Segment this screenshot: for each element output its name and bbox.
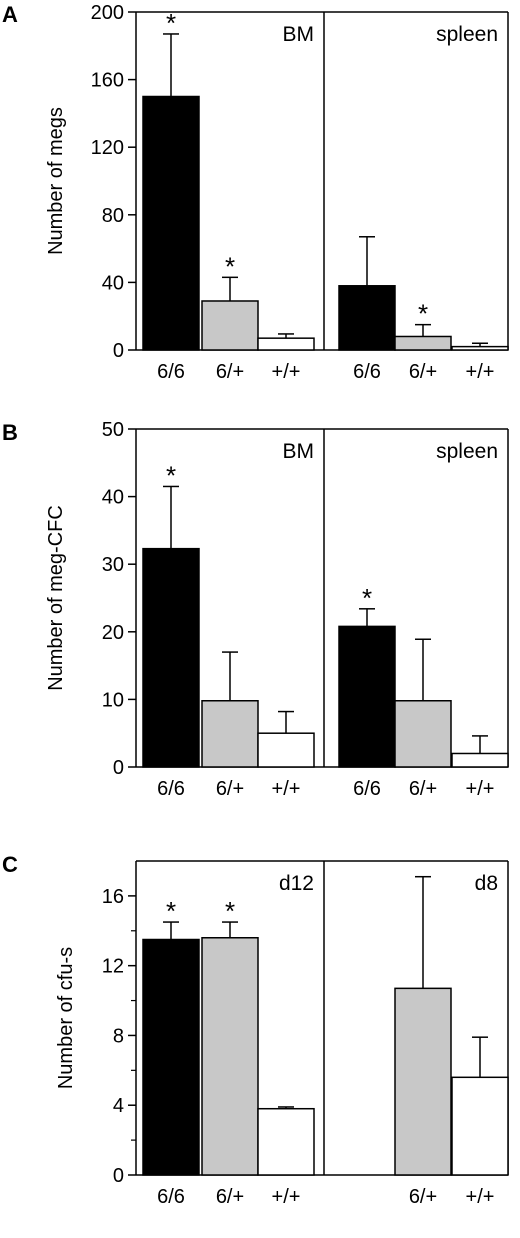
bar (257, 337, 315, 351)
category-label: 6/6 (157, 361, 185, 383)
y-tick-label: 0 (113, 340, 124, 362)
bar (338, 625, 396, 768)
category-label: 6/6 (157, 778, 185, 800)
category-label: 6/+ (216, 778, 244, 800)
significance-star: * (166, 460, 176, 490)
bar (201, 700, 259, 768)
bar (257, 732, 315, 768)
category-label: 6/6 (353, 778, 381, 800)
y-tick-label: 120 (91, 137, 124, 159)
bar (451, 1076, 509, 1176)
significance-star: * (418, 299, 428, 329)
bar (257, 1107, 315, 1176)
bar (394, 700, 452, 768)
y-tick-label: 20 (102, 622, 124, 644)
bar (338, 285, 396, 351)
group-label: BM (283, 440, 315, 463)
panel-letter: C (2, 852, 18, 877)
y-tick-label: 40 (102, 487, 124, 509)
category-label: 6/+ (409, 778, 437, 800)
group-label: d12 (279, 872, 314, 895)
category-label: +/+ (466, 1186, 495, 1208)
bar (201, 937, 259, 1176)
panel-letter: A (2, 2, 18, 27)
y-axis-label: Number of meg-CFC (45, 505, 67, 691)
y-tick-label: 30 (102, 554, 124, 576)
bar (394, 987, 452, 1176)
bar (142, 95, 200, 351)
bar (451, 752, 509, 768)
group-label: spleen (436, 23, 498, 46)
bar (142, 547, 200, 768)
group-label: d8 (475, 872, 498, 895)
group-label: BM (283, 23, 315, 46)
bar (394, 335, 452, 351)
category-label: 6/+ (409, 1186, 437, 1208)
y-tick-label: 0 (113, 1165, 124, 1187)
y-tick-label: 12 (102, 956, 124, 978)
significance-star: * (225, 896, 235, 926)
y-tick-label: 40 (102, 272, 124, 294)
category-label: +/+ (466, 361, 495, 383)
y-tick-label: 10 (102, 689, 124, 711)
category-label: +/+ (272, 361, 301, 383)
significance-star: * (166, 8, 176, 38)
y-axis-label: Number of megs (45, 107, 67, 255)
category-label: 6/+ (409, 361, 437, 383)
category-label: 6/6 (157, 1186, 185, 1208)
y-axis-label: Number of cfu-s (55, 947, 77, 1089)
bar (451, 345, 509, 351)
bar (201, 300, 259, 351)
category-label: 6/+ (216, 361, 244, 383)
y-tick-label: 50 (102, 419, 124, 441)
panel-letter: B (2, 420, 18, 445)
y-tick-label: 200 (91, 2, 124, 24)
y-tick-label: 16 (102, 886, 124, 908)
significance-star: * (166, 896, 176, 926)
category-label: 6/6 (353, 361, 381, 383)
significance-star: * (225, 251, 235, 281)
category-label: +/+ (272, 778, 301, 800)
bar (142, 938, 200, 1176)
y-tick-label: 8 (113, 1025, 124, 1047)
category-label: +/+ (272, 1186, 301, 1208)
y-tick-label: 4 (113, 1095, 124, 1117)
y-tick-label: 80 (102, 205, 124, 227)
category-label: +/+ (466, 778, 495, 800)
y-tick-label: 0 (113, 757, 124, 779)
y-tick-label: 160 (91, 70, 124, 92)
significance-star: * (362, 583, 372, 613)
category-label: 6/+ (216, 1186, 244, 1208)
group-label: spleen (436, 440, 498, 463)
